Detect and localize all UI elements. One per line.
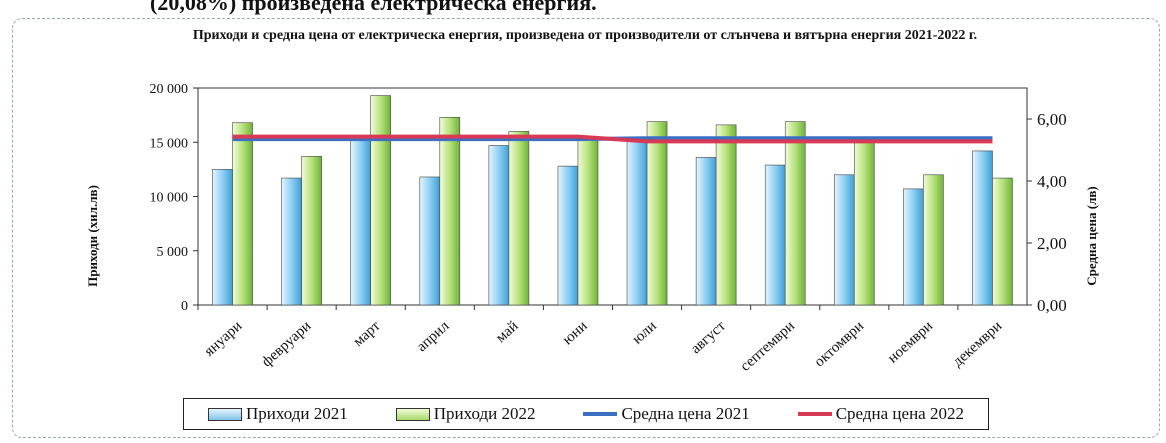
x-tick-label-1: февруари bbox=[259, 318, 314, 370]
y-tick-label-left: 10 000 bbox=[150, 191, 189, 206]
y-tick-label-left: 15 000 bbox=[150, 136, 189, 151]
bar-2021-7 bbox=[695, 157, 717, 306]
bar-2022-6 bbox=[646, 121, 668, 306]
legend-item-revenue-2022: Приходи 2022 bbox=[395, 404, 536, 424]
bar-2021-5 bbox=[557, 165, 579, 306]
y-tick-label-right: 4,00 bbox=[1037, 172, 1067, 191]
y-tick-label-left: 5 000 bbox=[157, 245, 189, 260]
bar-2022-7 bbox=[715, 124, 737, 306]
x-tick-label-4: май bbox=[493, 318, 522, 346]
bar-2022-11 bbox=[992, 177, 1013, 306]
bar-2022-5 bbox=[577, 139, 599, 306]
bar-2022-2 bbox=[370, 95, 392, 306]
legend-label-avg-price-2022: Средна цена 2022 bbox=[835, 404, 964, 423]
legend-label-revenue-2022: Приходи 2022 bbox=[433, 404, 536, 423]
bar-2021-3 bbox=[419, 176, 441, 306]
bar-2022-4 bbox=[508, 131, 530, 306]
bar-2022-8 bbox=[784, 121, 806, 306]
x-tick-label-3: април bbox=[414, 318, 453, 355]
bar-2022-9 bbox=[853, 140, 875, 306]
bar-2022-3 bbox=[439, 116, 461, 306]
bar-2021-1 bbox=[281, 177, 302, 306]
bar-2021-2 bbox=[350, 137, 372, 306]
bar-2022-10 bbox=[923, 174, 944, 306]
plot-area bbox=[197, 87, 1028, 306]
y-tick-label-right: 6,00 bbox=[1037, 110, 1067, 129]
legend-item-avg-price-2022: Средна цена 2022 bbox=[797, 404, 964, 424]
chart-title: Приходи и средна цена от електрическа ен… bbox=[192, 28, 978, 43]
legend-label-avg-price-2021: Средна цена 2021 bbox=[621, 404, 750, 423]
chart-frame bbox=[12, 18, 1160, 438]
legend-swatch-revenue-2022 bbox=[395, 407, 430, 421]
bar-2021-11 bbox=[972, 150, 993, 306]
chart-legend: Приходи 2021 Приходи 2022 Средна цена 20… bbox=[183, 398, 989, 430]
legend-item-revenue-2021: Приходи 2021 bbox=[208, 404, 348, 424]
legend-item-avg-price-2021: Средна цена 2021 bbox=[583, 404, 750, 424]
legend-swatch-revenue-2021 bbox=[208, 407, 242, 421]
bar-2022-1 bbox=[301, 156, 322, 306]
text-caption-fragment: (20,08%) произведена електрическа енерги… bbox=[150, 0, 597, 15]
bar-2021-4 bbox=[488, 145, 510, 306]
legend-label-revenue-2021: Приходи 2021 bbox=[246, 404, 348, 423]
legend-swatch-avg-price-2021 bbox=[583, 412, 618, 416]
y-tick-label-right: 0,00 bbox=[1037, 296, 1067, 315]
y-tick-label-right: 2,00 bbox=[1037, 234, 1067, 253]
x-tick-label-0: януари bbox=[202, 318, 246, 360]
x-tick-label-9: октомври bbox=[811, 318, 866, 370]
bar-2022-0 bbox=[232, 122, 253, 306]
y-axis-label-right: Средна цена (лв) bbox=[1084, 186, 1099, 286]
y-axis-label-left: Приходи (хил.лв) bbox=[85, 185, 100, 287]
x-tick-label-7: август bbox=[688, 318, 729, 357]
line-avg-price-2022 bbox=[232, 134, 993, 144]
x-tick-label-10: ноември bbox=[885, 318, 936, 366]
x-tick-label-5: юни bbox=[560, 318, 591, 348]
bar-2021-0 bbox=[212, 169, 233, 306]
y-tick-label-left: 0 bbox=[181, 299, 188, 314]
x-tick-label-8: септември bbox=[738, 318, 798, 375]
y-tick-label-left: 20 000 bbox=[150, 82, 189, 97]
bar-2021-6 bbox=[626, 137, 648, 306]
bar-2021-8 bbox=[764, 164, 786, 306]
x-tick-label-2: март bbox=[350, 318, 383, 350]
bar-2021-9 bbox=[833, 174, 855, 306]
bar-2021-10 bbox=[903, 188, 924, 306]
x-tick-label-6: юли bbox=[629, 318, 659, 348]
legend-swatch-avg-price-2022 bbox=[797, 412, 832, 416]
x-tick-label-11: декември bbox=[950, 318, 1005, 370]
